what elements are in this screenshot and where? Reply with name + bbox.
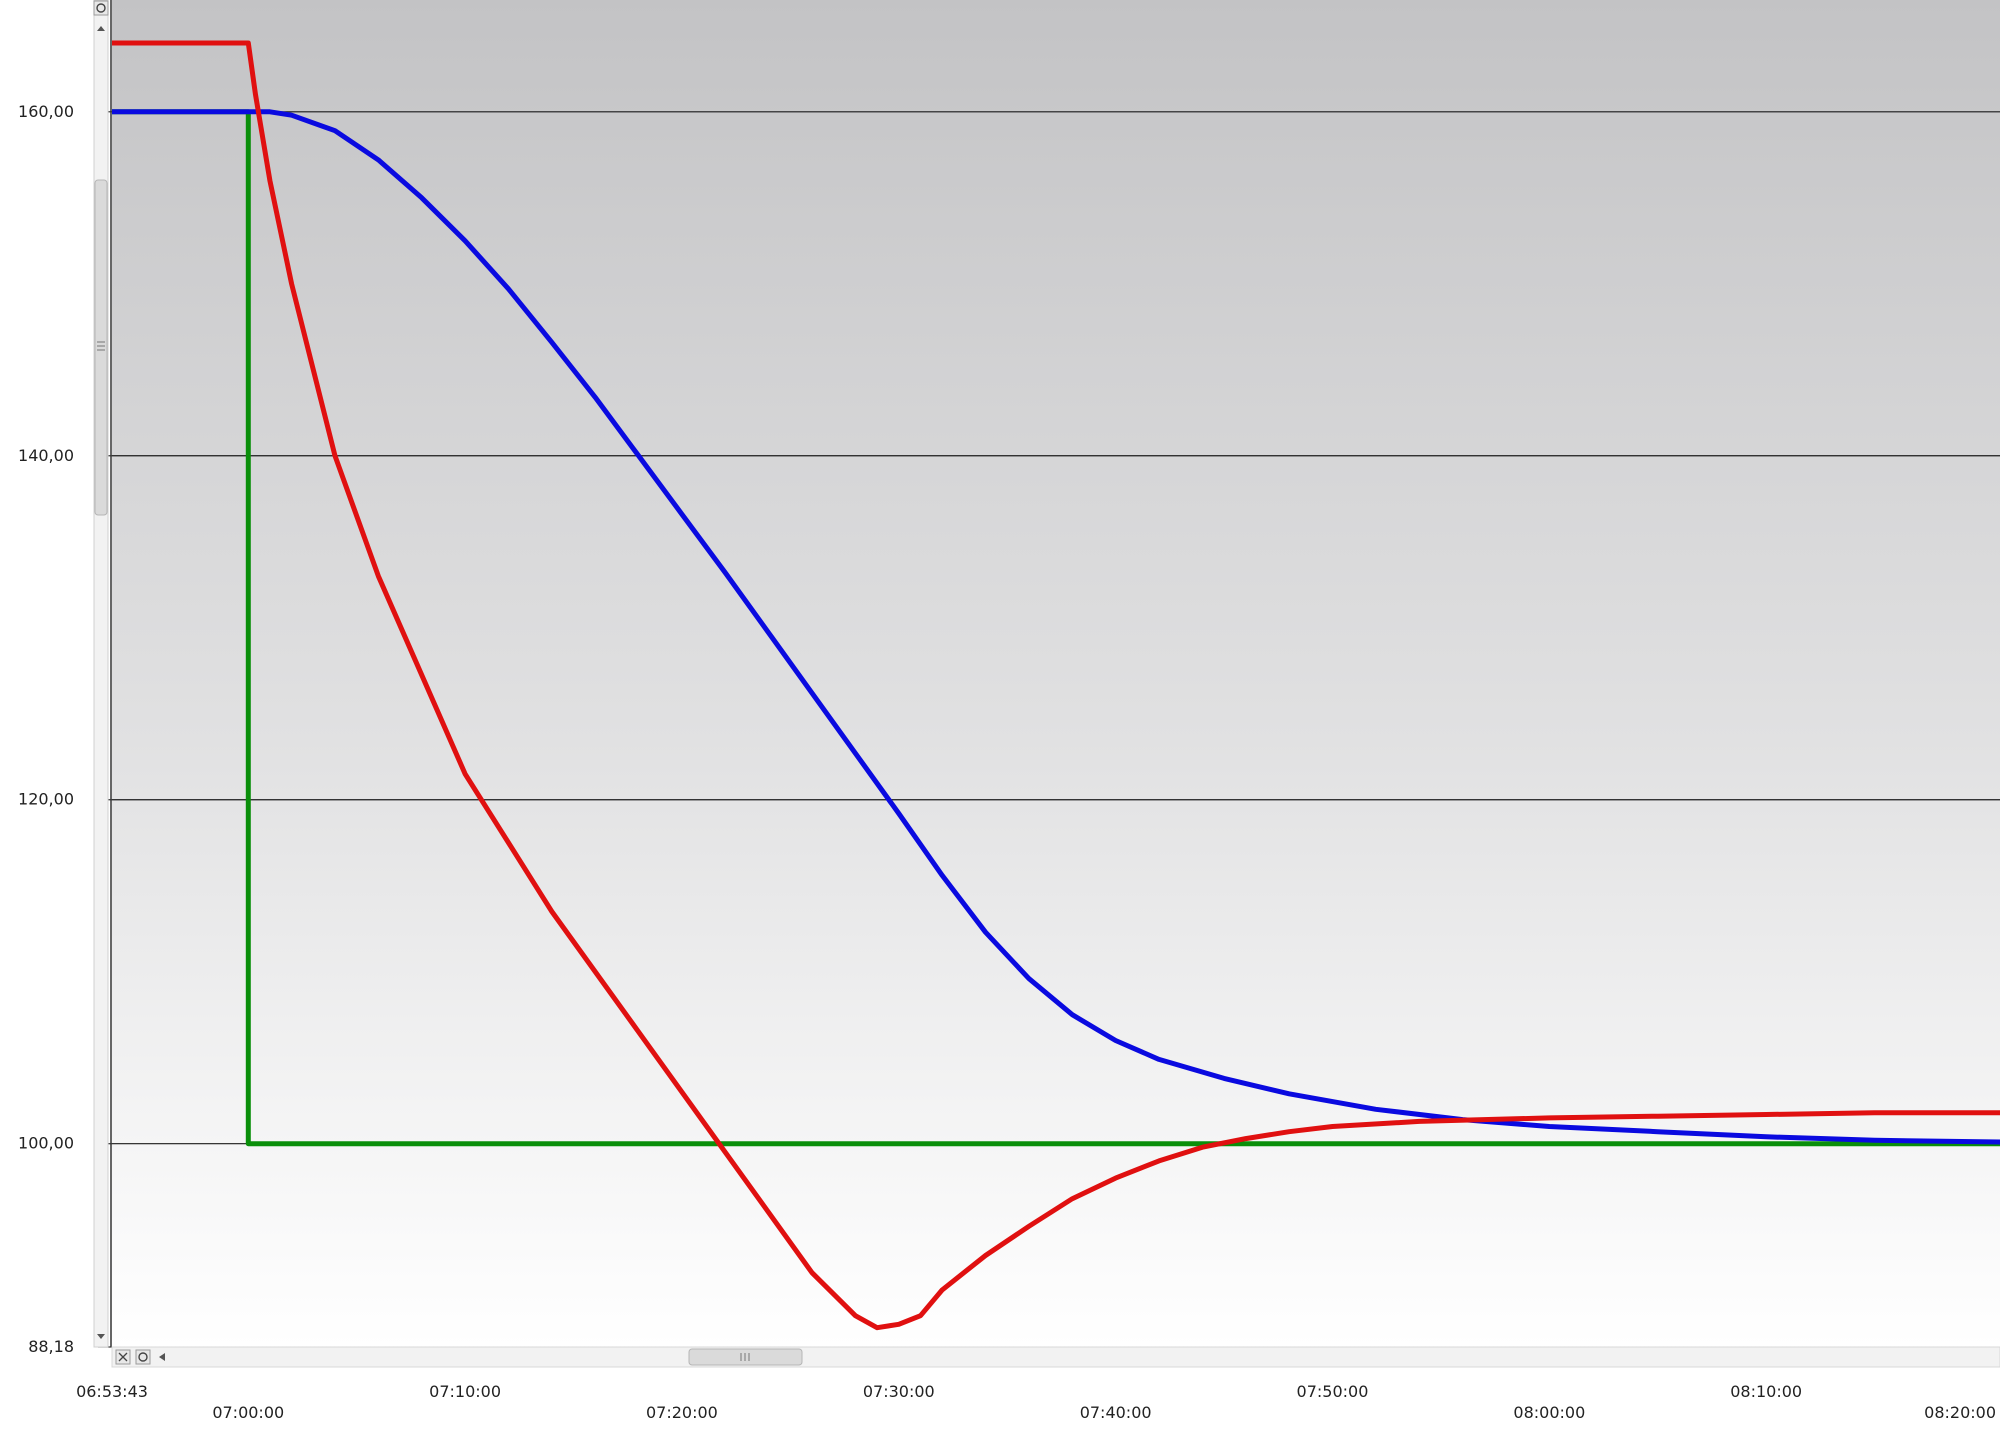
y-tick-label: 100,00 [18, 1134, 74, 1153]
zoom-out-icon [118, 1352, 128, 1362]
series-layer [112, 40, 2000, 1331]
scroll-left-arrow-icon[interactable] [159, 1353, 165, 1361]
x-tick-label: 08:00:00 [1513, 1403, 1585, 1422]
scroll-down-arrow-icon[interactable] [97, 1334, 105, 1339]
x-tick-label: 07:40:00 [1080, 1403, 1152, 1422]
horizontal-scrollbar[interactable] [111, 1346, 2000, 1368]
x-axis-ticks: 06:53:43 07:00:00 07:10:00 07:20:00 07:30:00… [76, 1382, 1996, 1422]
plot-area [112, 0, 2000, 1347]
horizontal-zoom-reset-button[interactable] [135, 1349, 151, 1365]
y-axis-ticks: 88,18 100,00 120,00 140,00 160,00 [18, 102, 112, 1356]
y-tick-label: 120,00 [18, 790, 74, 809]
vertical-scrollbar-thumb[interactable] [94, 179, 108, 516]
x-tick-label: 07:10:00 [429, 1382, 501, 1401]
x-tick-label: 08:20:00 [1924, 1403, 1996, 1422]
x-tick-label: 07:20:00 [646, 1403, 718, 1422]
series-line [112, 40, 2000, 1331]
vertical-zoom-reset-button[interactable] [93, 0, 109, 16]
horizontal-thumb-grip-icon [740, 1353, 750, 1361]
x-tick-label: 07:30:00 [863, 1382, 935, 1401]
reset-icon [96, 3, 106, 13]
x-tick-label: 07:50:00 [1297, 1382, 1369, 1401]
y-tick-label: 88,18 [28, 1337, 74, 1356]
horizontal-scrollbar-track[interactable] [111, 1346, 2000, 1368]
vertical-thumb-grip-icon [97, 341, 105, 351]
series-line [112, 109, 2000, 1145]
vertical-scrollbar[interactable] [93, 0, 109, 1348]
y-tick-label: 160,00 [18, 102, 74, 121]
x-tick-label: 07:00:00 [212, 1403, 284, 1422]
x-tick-label: 08:10:00 [1730, 1382, 1802, 1401]
scroll-up-arrow-icon[interactable] [97, 26, 105, 31]
reset-icon [138, 1352, 148, 1362]
y-tick-label: 140,00 [18, 446, 74, 465]
x-tick-label: 06:53:43 [76, 1382, 148, 1401]
